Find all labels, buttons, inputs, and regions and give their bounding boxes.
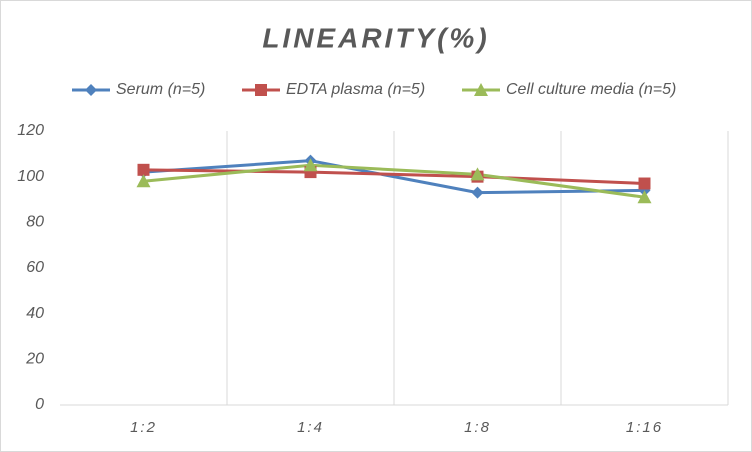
series-line	[143, 163, 645, 199]
marker	[136, 174, 151, 188]
y-tick-label: 0	[35, 396, 44, 413]
x-tick-label: 1:2	[130, 419, 157, 436]
y-tick-label: 20	[25, 351, 44, 368]
legend-label: Serum (n=5)	[116, 81, 205, 98]
marker	[471, 186, 484, 199]
x-tick-label: 1:8	[464, 419, 491, 436]
y-tick-label: 100	[17, 168, 44, 185]
marker	[470, 167, 485, 181]
y-tick-label: 80	[26, 214, 44, 231]
legend-marker	[255, 84, 267, 96]
y-tick-label: 60	[26, 259, 44, 276]
y-tick-label: 40	[26, 305, 44, 322]
marker	[637, 190, 652, 204]
legend-label: EDTA plasma (n=5)	[286, 81, 425, 98]
series-line	[143, 159, 645, 195]
chart-title: LINEARITY(%)	[262, 22, 489, 53]
x-tick-label: 1:16	[626, 419, 663, 436]
legend-label: Cell culture media (n=5)	[506, 81, 676, 98]
marker	[638, 177, 651, 190]
y-tick-label: 120	[17, 122, 44, 139]
legend-marker	[474, 83, 488, 96]
marker	[303, 158, 318, 172]
legend-marker	[85, 84, 97, 96]
marker	[137, 163, 150, 176]
series-line	[143, 168, 645, 186]
x-tick-label: 1:4	[297, 419, 324, 436]
